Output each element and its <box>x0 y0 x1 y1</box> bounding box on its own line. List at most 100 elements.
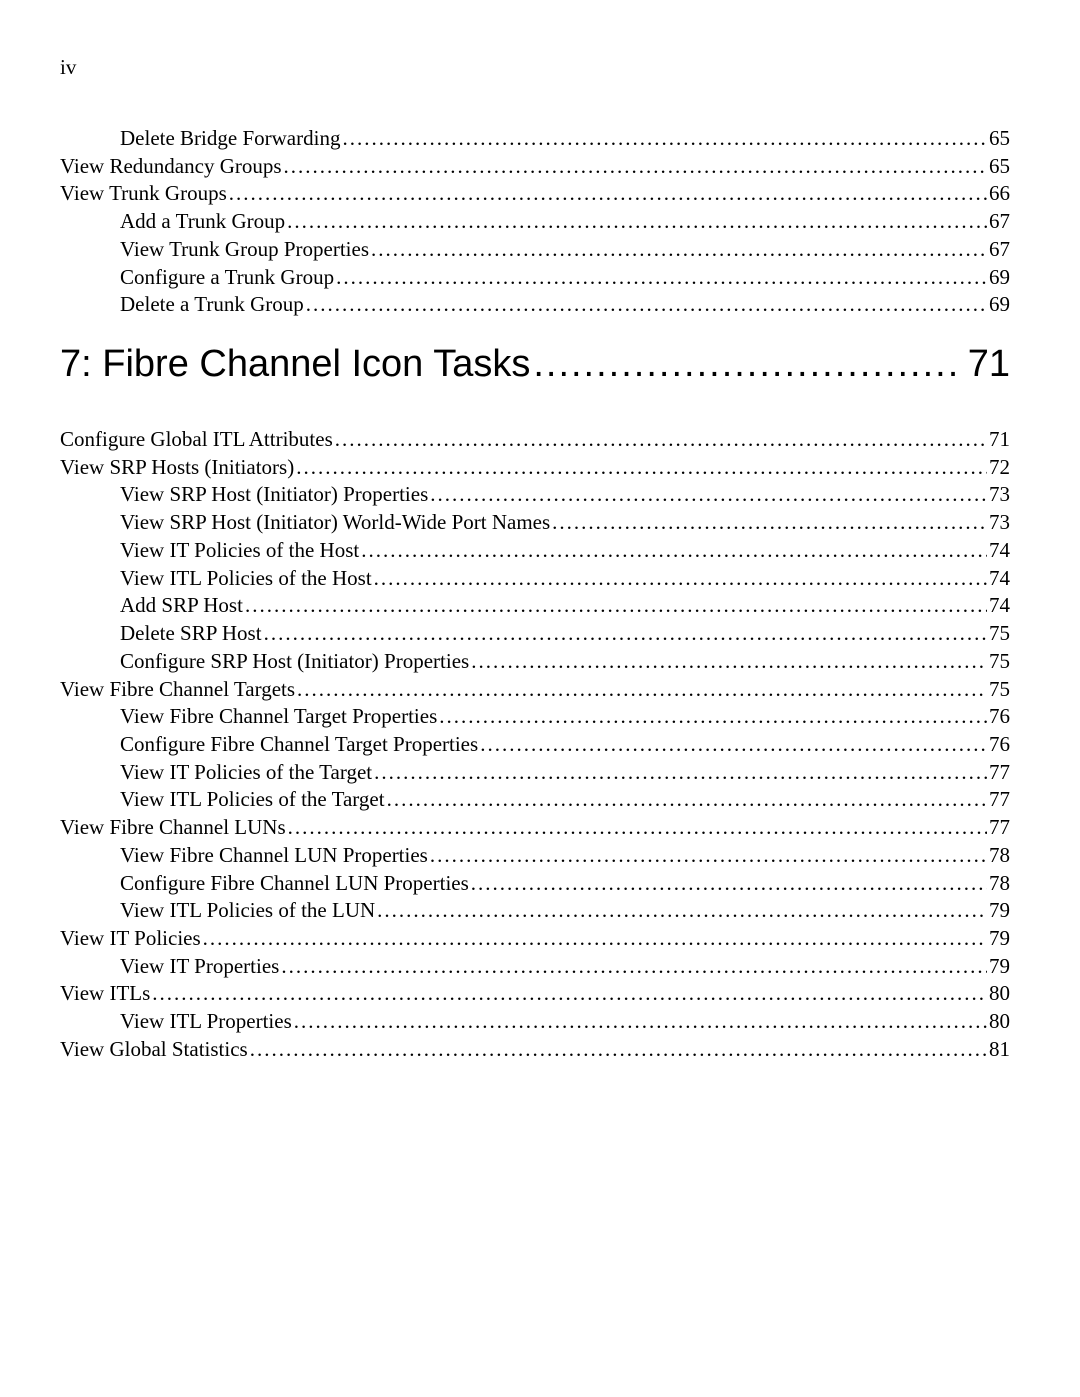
toc-entry-page: 71 <box>989 426 1010 454</box>
toc-entry-dots <box>371 236 987 264</box>
toc-entry-dots <box>471 870 987 898</box>
toc-entry: View ITL Properties80 <box>60 1008 1010 1036</box>
toc-entry: View SRP Hosts (Initiators) 72 <box>60 454 1010 482</box>
toc-pre-chapter: Delete Bridge Forwarding 65 View Redundanc… <box>60 125 1010 319</box>
toc-entry: View IT Properties79 <box>60 953 1010 981</box>
toc-entry-dots <box>430 481 987 509</box>
toc-entry-dots <box>229 180 987 208</box>
toc-entry: View Fibre Channel Targets75 <box>60 676 1010 704</box>
toc-entry-label: View Fibre Channel LUNs <box>60 814 286 842</box>
toc-entry-label: Configure Fibre Channel Target Propertie… <box>120 731 478 759</box>
toc-entry: Delete Bridge Forwarding 65 <box>60 125 1010 153</box>
toc-entry-dots <box>281 953 987 981</box>
toc-entry-page: 74 <box>989 565 1010 593</box>
toc-entry-dots <box>439 703 987 731</box>
toc-entry-label: Delete a Trunk Group <box>120 291 304 319</box>
toc-entry-label: View Trunk Groups <box>60 180 227 208</box>
toc-entry: View Fibre Channel LUNs 77 <box>60 814 1010 842</box>
toc-entry-label: View IT Policies of the Target <box>120 759 372 787</box>
toc-entry-dots <box>342 125 987 153</box>
toc-entry-label: Delete Bridge Forwarding <box>120 125 340 153</box>
toc-entry-dots <box>471 648 987 676</box>
toc-entry-dots <box>203 925 987 953</box>
toc-entry-label: Configure Fibre Channel LUN Properties <box>120 870 469 898</box>
toc-entry-dots <box>387 786 987 814</box>
toc-entry-dots <box>296 454 987 482</box>
toc-entry: Configure SRP Host (Initiator) Propertie… <box>60 648 1010 676</box>
toc-entry-dots <box>245 592 987 620</box>
toc-entry-dots <box>374 759 987 787</box>
toc-entry-dots <box>284 153 987 181</box>
toc-entry-dots <box>430 842 987 870</box>
toc-entry: Configure Fibre Channel Target Propertie… <box>60 731 1010 759</box>
toc-post-chapter: Configure Global ITL Attributes71View SR… <box>60 426 1010 1064</box>
toc-entry-dots <box>335 426 987 454</box>
toc-entry-page: 73 <box>989 509 1010 537</box>
toc-entry-dots <box>306 291 987 319</box>
toc-entry-page: 81 <box>989 1036 1010 1064</box>
toc-entry-page: 74 <box>989 592 1010 620</box>
toc-entry-label: Configure a Trunk Group <box>120 264 334 292</box>
toc-entry-label: View Trunk Group Properties <box>120 236 369 264</box>
toc-entry-dots <box>374 565 987 593</box>
toc-entry: Configure Global ITL Attributes 71 <box>60 426 1010 454</box>
toc-entry-page: 76 <box>989 703 1010 731</box>
toc-entry: Add a Trunk Group 67 <box>60 208 1010 236</box>
toc-entry: View Global Statistics 81 <box>60 1036 1010 1064</box>
toc-entry-page: 80 <box>989 1008 1010 1036</box>
toc-entry-dots <box>264 620 987 648</box>
toc-entry-page: 77 <box>989 786 1010 814</box>
toc-entry-page: 78 <box>989 842 1010 870</box>
toc-entry-page: 65 <box>989 125 1010 153</box>
chapter-page: 71 <box>968 343 1010 386</box>
toc-entry-page: 74 <box>989 537 1010 565</box>
toc-entry-dots <box>336 264 987 292</box>
toc-entry: Delete SRP Host 75 <box>60 620 1010 648</box>
toc-entry-label: Delete SRP Host <box>120 620 262 648</box>
toc-entry-label: View IT Policies <box>60 925 201 953</box>
toc-entry-dots <box>250 1036 987 1064</box>
toc-entry: View Trunk Groups 66 <box>60 180 1010 208</box>
toc-entry: View ITLs80 <box>60 980 1010 1008</box>
toc-entry-page: 79 <box>989 925 1010 953</box>
toc-entry: View Fibre Channel LUN Properties78 <box>60 842 1010 870</box>
toc-entry-page: 67 <box>989 208 1010 236</box>
toc-entry-dots <box>294 1008 987 1036</box>
toc-entry-page: 73 <box>989 481 1010 509</box>
toc-entry-page: 75 <box>989 676 1010 704</box>
toc-entry-label: View ITL Policies of the Host <box>120 565 372 593</box>
toc-entry-label: View ITL Policies of the Target <box>120 786 385 814</box>
toc-entry-label: View SRP Host (Initiator) Properties <box>120 481 428 509</box>
toc-entry-label: View SRP Hosts (Initiators) <box>60 454 294 482</box>
toc-entry-label: View ITL Policies of the LUN <box>120 897 375 925</box>
toc-entry-label: View Global Statistics <box>60 1036 248 1064</box>
toc-entry-page: 80 <box>989 980 1010 1008</box>
toc-entry-page: 75 <box>989 620 1010 648</box>
toc-entry-page: 78 <box>989 870 1010 898</box>
chapter-label: 7: Fibre Channel Icon Tasks <box>60 343 530 386</box>
toc-entry: View ITL Policies of the Target 77 <box>60 786 1010 814</box>
toc-entry-page: 65 <box>989 153 1010 181</box>
toc-entry: Add SRP Host74 <box>60 592 1010 620</box>
toc-entry: View SRP Host (Initiator) Properties 73 <box>60 481 1010 509</box>
toc-entry-page: 72 <box>989 454 1010 482</box>
toc-entry-dots <box>480 731 987 759</box>
toc-entry-label: Add a Trunk Group <box>120 208 285 236</box>
toc-entry-page: 69 <box>989 291 1010 319</box>
toc-entry-page: 66 <box>989 180 1010 208</box>
toc-entry: View SRP Host (Initiator) World-Wide Por… <box>60 509 1010 537</box>
toc-entry-dots <box>297 676 987 704</box>
toc-entry: View IT Policies of the Host 74 <box>60 537 1010 565</box>
toc-entry-label: View Redundancy Groups <box>60 153 282 181</box>
toc-entry: Configure Fibre Channel LUN Properties 78 <box>60 870 1010 898</box>
toc-entry-label: View IT Policies of the Host <box>120 537 359 565</box>
toc-entry-dots <box>152 980 987 1008</box>
toc-entry: Delete a Trunk Group 69 <box>60 291 1010 319</box>
toc-entry-label: View SRP Host (Initiator) World-Wide Por… <box>120 509 550 537</box>
toc-entry: View Fibre Channel Target Properties 76 <box>60 703 1010 731</box>
toc-entry-label: View Fibre Channel Target Properties <box>120 703 437 731</box>
toc-entry-page: 77 <box>989 814 1010 842</box>
toc-entry: View ITL Policies of the Host 74 <box>60 565 1010 593</box>
toc-entry-label: Configure Global ITL Attributes <box>60 426 333 454</box>
toc-entry: View ITL Policies of the LUN79 <box>60 897 1010 925</box>
